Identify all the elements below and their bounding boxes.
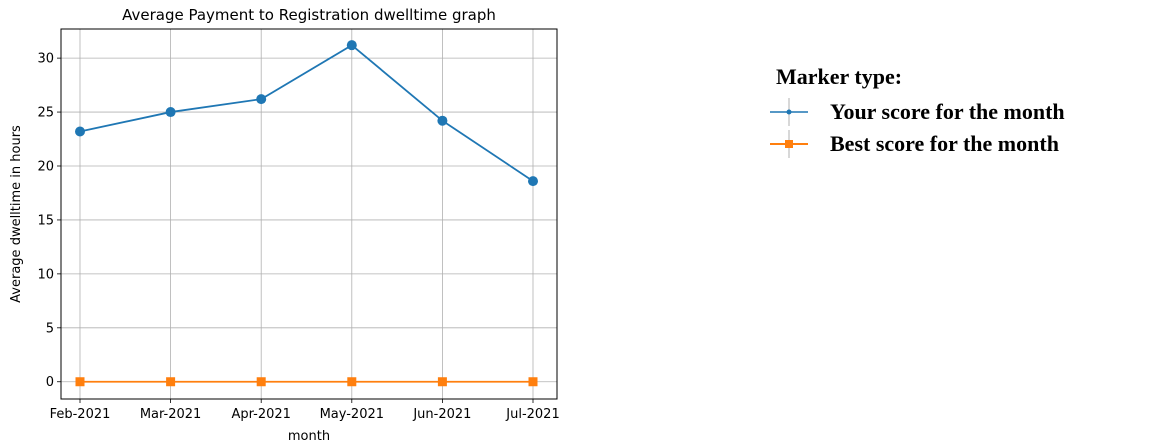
legend-label-your-score: Your score for the month xyxy=(830,99,1065,124)
data-point-circle xyxy=(437,115,448,126)
data-point-circle xyxy=(75,126,85,137)
data-point-square xyxy=(75,377,85,387)
y-tick-label: 10 xyxy=(37,267,54,282)
data-point-square xyxy=(437,377,447,387)
series-line-0 xyxy=(79,44,534,182)
y-tick-label: 15 xyxy=(37,213,54,228)
data-point-circle xyxy=(256,94,267,105)
legend-marker-square-icon xyxy=(770,130,808,158)
x-tick-label: Jul-2021 xyxy=(505,407,559,422)
data-point-square xyxy=(166,377,176,387)
x-tick-label: May-2021 xyxy=(320,407,384,422)
y-tick-label: 5 xyxy=(46,321,54,336)
data-point-square xyxy=(347,377,357,387)
legend-item-best-score: Best score for the month xyxy=(768,128,1065,160)
data-point-circle xyxy=(165,107,176,118)
y-tick-label: 25 xyxy=(37,106,54,121)
data-point-circle xyxy=(528,176,538,187)
legend-title: Marker type: xyxy=(776,64,903,89)
x-tick-label: Jun-2021 xyxy=(412,407,471,422)
grid-lines xyxy=(61,29,557,399)
data-point-square xyxy=(256,377,266,387)
plot-frame xyxy=(60,28,558,400)
x-tick-label: Mar-2021 xyxy=(140,407,201,422)
y-axis-ticks: 0 5 10 15 20 25 30 xyxy=(37,52,61,390)
data-point-square xyxy=(528,377,538,387)
data-point-circle xyxy=(346,40,357,51)
x-tick-label: Apr-2021 xyxy=(231,407,290,422)
x-axis-ticks: Feb-2021 Mar-2021 Apr-2021 May-2021 Jun-2021… xyxy=(50,399,560,422)
legend-label-best-score: Best score for the month xyxy=(830,131,1059,156)
legend-marker-circle-icon xyxy=(770,98,808,126)
chart-title: Average Payment to Registration dwelltim… xyxy=(122,6,496,24)
y-tick-label: 20 xyxy=(37,159,54,174)
y-tick-label: 0 xyxy=(46,375,54,390)
y-tick-label: 30 xyxy=(37,52,54,67)
x-axis-title: month xyxy=(288,429,330,444)
x-tick-label: Feb-2021 xyxy=(50,407,111,422)
legend: Marker type: Your score for the month Be… xyxy=(768,64,1065,160)
y-axis-title: Average dwelltime in hours xyxy=(9,125,24,303)
series-group xyxy=(75,40,538,387)
line-chart: 0 5 10 15 20 25 30 Feb-2021 Mar-2021 Apr-2021 May… xyxy=(9,6,560,444)
legend-item-your-score: Your score for the month xyxy=(768,96,1065,128)
